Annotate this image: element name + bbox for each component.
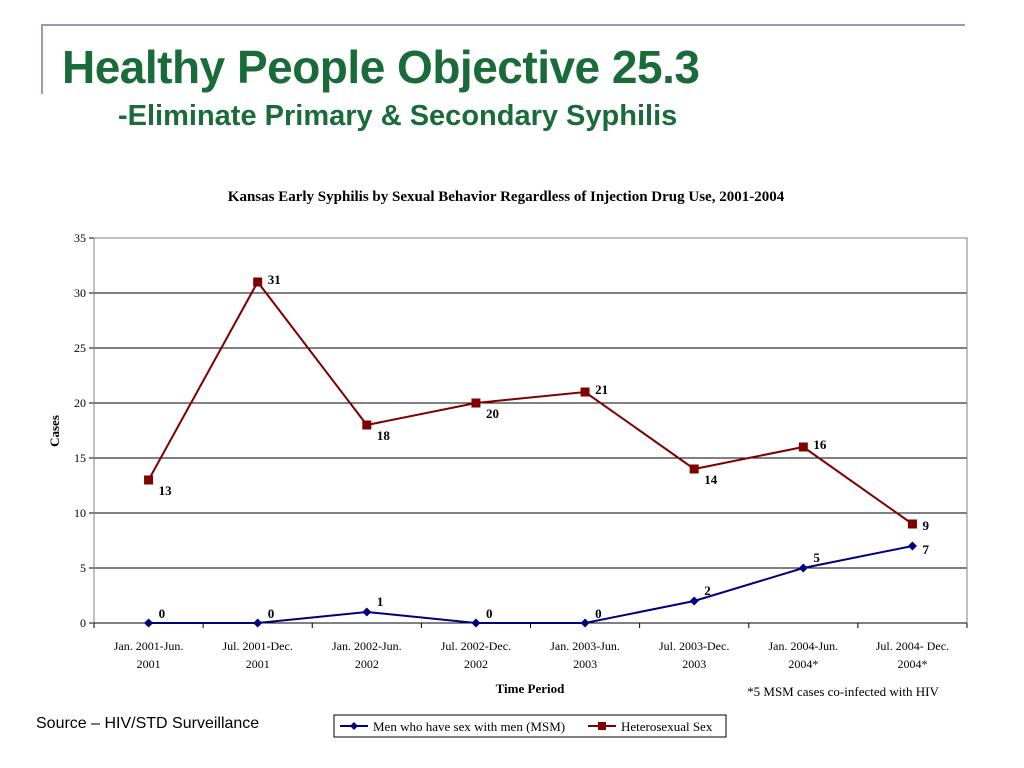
- x-tick-label: Jan. 2004-Jun.: [768, 639, 838, 653]
- x-tick-label: 2003: [573, 657, 597, 671]
- heterosexual-point: [144, 475, 154, 485]
- msm-point: [362, 607, 372, 617]
- data-label: 13: [159, 483, 173, 498]
- data-label: 1: [377, 594, 384, 609]
- x-axis-title: Time Period: [496, 681, 565, 696]
- msm-point: [471, 618, 481, 628]
- heterosexual-point: [798, 442, 808, 452]
- legend-box: [333, 714, 727, 738]
- data-label: 16: [813, 437, 827, 452]
- chart-annotation: *5 MSM cases co-infected with HIV: [747, 684, 939, 699]
- x-tick-label: 2004*: [897, 657, 927, 671]
- data-label: 9: [922, 518, 929, 533]
- slide-title: Healthy People Objective 25.3: [62, 41, 700, 93]
- x-tick-label: 2001: [246, 657, 270, 671]
- y-tick-label: 10: [74, 506, 86, 520]
- x-tick-label: Jan. 2002-Jun.: [332, 639, 402, 653]
- chart-title: Kansas Early Syphilis by Sexual Behavior…: [228, 189, 785, 205]
- legend: Men who have sex with men (MSM) Heterose…: [333, 714, 727, 738]
- heterosexual-point: [362, 420, 372, 430]
- x-tick-label: Jul. 2001-Dec.: [223, 639, 293, 653]
- data-label: 20: [486, 406, 499, 421]
- y-axis-title: Cases: [47, 415, 62, 447]
- data-label: 18: [377, 428, 391, 443]
- x-tick-label: Jul. 2003-Dec.: [659, 639, 729, 653]
- data-label: 14: [704, 472, 718, 487]
- x-tick-label: 2001: [137, 657, 161, 671]
- accent-bar-horizontal: [41, 24, 965, 26]
- msm-point: [253, 618, 263, 628]
- series-line-msm: [148, 545, 913, 624]
- data-label: 21: [595, 382, 608, 397]
- data-label: 0: [268, 606, 275, 621]
- y-tick-label: 15: [74, 451, 86, 465]
- x-tick-label: 2002: [464, 657, 488, 671]
- legend-label-msm: Men who have sex with men (MSM): [373, 719, 565, 734]
- msm-point: [144, 618, 154, 628]
- data-label: 0: [159, 606, 166, 621]
- x-tick-label: 2003: [682, 657, 706, 671]
- y-tick-label: 20: [74, 396, 86, 410]
- msm-point: [907, 541, 917, 551]
- y-tick-label: 30: [74, 286, 86, 300]
- y-tick-label: 0: [80, 616, 86, 630]
- msm-point: [689, 596, 699, 606]
- msm-point: [580, 618, 590, 628]
- msm-point: [798, 563, 808, 573]
- data-label: 2: [704, 583, 711, 598]
- y-tick-label: 25: [74, 341, 86, 355]
- legend-label-heterosexual: Heterosexual Sex: [621, 719, 713, 734]
- data-label: 0: [486, 606, 493, 621]
- x-tick-label: 2004*: [788, 657, 818, 671]
- plot-frame: [93, 237, 968, 624]
- y-tick-label: 35: [74, 231, 86, 245]
- series-line-heterosexual: [147, 280, 914, 525]
- x-tick-label: 2002: [355, 657, 379, 671]
- accent-bar-vertical: [41, 26, 43, 94]
- data-label: 0: [595, 606, 602, 621]
- heterosexual-point: [253, 277, 263, 287]
- data-label: 5: [813, 550, 820, 565]
- x-tick-label: Jul. 2002-Dec.: [441, 639, 511, 653]
- legend-marker-msm: [350, 722, 358, 730]
- legend-marker-heterosexual: [598, 722, 606, 730]
- source-note: Source – HIV/STD Surveillance: [36, 715, 260, 732]
- heterosexual-point: [907, 519, 917, 529]
- x-tick-label: Jan. 2001-Jun.: [114, 639, 184, 653]
- data-label: 31: [268, 272, 281, 287]
- heterosexual-point: [471, 398, 481, 408]
- x-tick-label: Jan. 2003-Jun.: [550, 639, 620, 653]
- heterosexual-point: [580, 387, 590, 397]
- x-tick-label: Jul. 2004- Dec.: [876, 639, 949, 653]
- slide-subtitle: -Eliminate Primary & Secondary Syphilis: [118, 100, 678, 132]
- heterosexual-point: [689, 464, 699, 474]
- data-label: 7: [922, 542, 929, 557]
- y-tick-label: 5: [80, 561, 86, 575]
